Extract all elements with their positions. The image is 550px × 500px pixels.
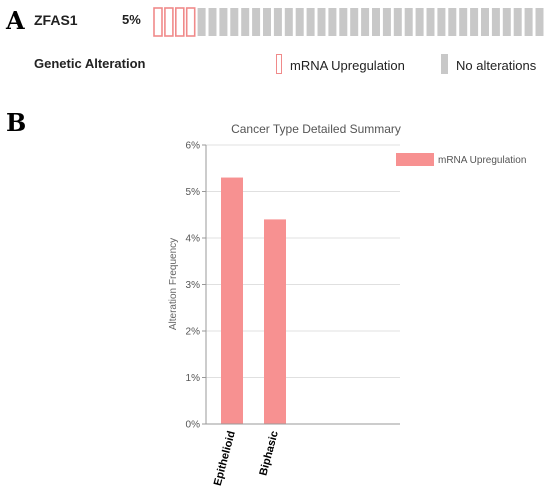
x-tick-label: Biphasic [257, 430, 280, 477]
gene-name: ZFAS1 [34, 12, 78, 28]
legend-label-mrna-upregulation: mRNA Upregulation [290, 58, 405, 73]
oncoprint-sample-unaltered [361, 8, 370, 36]
oncoprint-sample-unaltered [208, 8, 217, 36]
oncoprint-sample-unaltered [459, 8, 468, 36]
oncoprint-sample-altered [175, 7, 185, 37]
oncoprint-sample-unaltered [470, 8, 479, 36]
oncoprint-sample-unaltered [426, 8, 435, 36]
y-tick-label: 5% [186, 187, 201, 198]
oncoprint-sample-unaltered [306, 8, 315, 36]
oncoprint-sample-unaltered [415, 8, 424, 36]
y-tick-label: 6% [186, 141, 201, 152]
legend-label-no-alterations: No alterations [456, 58, 537, 73]
oncoprint-sample-unaltered [524, 8, 533, 36]
legend-swatch-mrna-upregulation [276, 54, 282, 74]
oncoprint-sample-unaltered [513, 8, 522, 36]
oncoprint-sample-unaltered [317, 8, 326, 36]
y-tick-label: 0% [186, 420, 201, 431]
oncoprint-sample-unaltered [241, 8, 250, 36]
oncoprint-sample-unaltered [339, 8, 348, 36]
x-tick-label: Epithelioid [212, 430, 238, 487]
oncoprint-sample-unaltered [197, 8, 206, 36]
legend-swatch-mrna-upregulation [396, 153, 434, 166]
chart-bars [221, 177, 286, 424]
panel-b-letter: B [6, 108, 27, 137]
y-tick-label: 4% [186, 234, 201, 245]
bar-biphasic [264, 219, 286, 424]
oncoprint-sample-unaltered [252, 8, 261, 36]
y-tick-label: 1% [186, 373, 201, 384]
genetic-alteration-legend-title: Genetic Alteration [34, 56, 146, 71]
oncoprint-sample-unaltered [219, 8, 228, 36]
oncoprint-sample-unaltered [481, 8, 489, 36]
oncoprint-sample-unaltered [491, 8, 500, 36]
oncoprint-track [153, 7, 544, 37]
chart-ticks: 0% 1% 2% 3% 4% 5% 6% Epithelioid Biphasic [186, 141, 400, 487]
oncoprint-sample-unaltered [350, 8, 359, 36]
oncoprint-sample-unaltered [437, 8, 446, 36]
oncoprint-sample-unaltered [284, 8, 293, 36]
legend-swatch-no-alterations [441, 54, 448, 74]
oncoprint-sample-unaltered [263, 8, 271, 36]
oncoprint-sample-unaltered [328, 8, 337, 36]
oncoprint-sample-unaltered [295, 8, 304, 36]
y-tick-label: 2% [186, 327, 201, 338]
panel-a-letter: A [6, 6, 25, 35]
oncoprint-sample-unaltered [230, 8, 239, 36]
oncoprint-sample-unaltered [273, 8, 282, 36]
chart-title: Cancer Type Detailed Summary [231, 122, 401, 136]
oncoprint-sample-unaltered [404, 8, 413, 36]
oncoprint-sample-unaltered [502, 8, 511, 36]
y-axis-label: Alteration Frequency [168, 238, 179, 330]
chart-legend: mRNA Upregulation [396, 153, 526, 166]
legend-label: mRNA Upregulation [438, 155, 526, 166]
gene-alteration-percent: 5% [122, 12, 141, 27]
oncoprint-sample-altered [153, 7, 163, 37]
oncoprint-sample-unaltered [535, 8, 544, 36]
bar-epithelioid [221, 177, 243, 424]
oncoprint-sample-unaltered [393, 8, 402, 36]
oncoprint-sample-unaltered [382, 8, 391, 36]
oncoprint-sample-altered [164, 7, 174, 37]
oncoprint-sample-altered [185, 7, 196, 37]
oncoprint-sample-unaltered [372, 8, 380, 36]
y-tick-label: 3% [186, 280, 201, 291]
oncoprint-sample-unaltered [448, 8, 457, 36]
